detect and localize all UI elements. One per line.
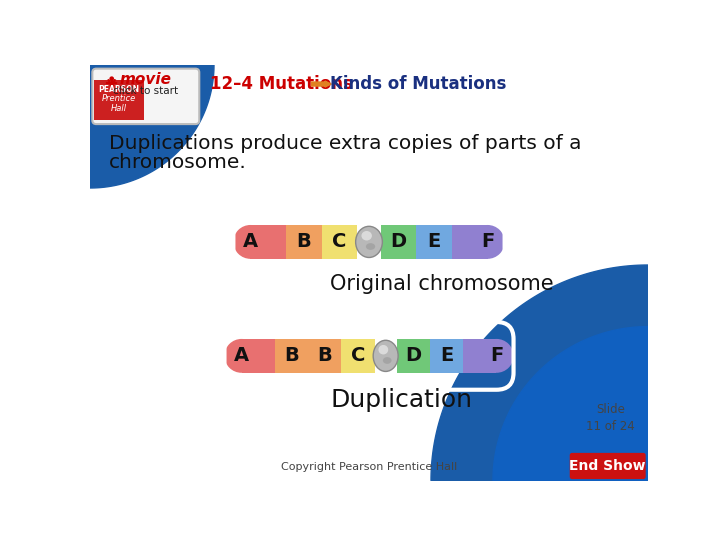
Text: Prentice: Prentice bbox=[102, 94, 136, 103]
FancyBboxPatch shape bbox=[92, 69, 199, 124]
Circle shape bbox=[471, 225, 505, 259]
Text: D: D bbox=[390, 232, 407, 252]
Ellipse shape bbox=[356, 226, 382, 258]
Text: Original chromosome: Original chromosome bbox=[330, 274, 554, 294]
Text: F: F bbox=[490, 346, 503, 366]
Polygon shape bbox=[493, 327, 648, 481]
Ellipse shape bbox=[366, 243, 375, 250]
Text: B: B bbox=[297, 232, 311, 252]
Bar bbox=[452, 225, 487, 259]
Text: B: B bbox=[284, 346, 299, 366]
Bar bbox=[341, 339, 375, 373]
Bar bbox=[286, 225, 322, 259]
Circle shape bbox=[109, 76, 114, 81]
Bar bbox=[381, 225, 416, 259]
Text: Kinds of Mutations: Kinds of Mutations bbox=[330, 75, 507, 93]
FancyArrow shape bbox=[311, 80, 333, 88]
Text: A: A bbox=[234, 346, 249, 366]
Ellipse shape bbox=[361, 231, 372, 240]
Ellipse shape bbox=[379, 345, 388, 354]
Bar bbox=[397, 339, 430, 373]
Bar bbox=[463, 339, 497, 373]
FancyBboxPatch shape bbox=[94, 80, 144, 120]
Text: B: B bbox=[318, 346, 332, 366]
Text: chromosome.: chromosome. bbox=[109, 153, 247, 172]
Bar bbox=[322, 225, 357, 259]
Circle shape bbox=[480, 339, 513, 373]
Bar bbox=[275, 339, 308, 373]
Text: movie: movie bbox=[120, 72, 172, 87]
Text: D: D bbox=[405, 346, 421, 366]
Text: 12–4 Mutations: 12–4 Mutations bbox=[210, 75, 353, 93]
FancyBboxPatch shape bbox=[570, 453, 646, 479]
Circle shape bbox=[233, 225, 267, 259]
Text: E: E bbox=[428, 232, 441, 252]
Text: Copyright Pearson Prentice Hall: Copyright Pearson Prentice Hall bbox=[281, 462, 457, 472]
Text: Hall: Hall bbox=[111, 104, 127, 113]
Text: Slide
11 of 24: Slide 11 of 24 bbox=[586, 403, 635, 433]
Text: E: E bbox=[440, 346, 453, 366]
Ellipse shape bbox=[373, 340, 398, 372]
Text: Duplication: Duplication bbox=[330, 388, 472, 412]
Text: C: C bbox=[351, 346, 365, 366]
Circle shape bbox=[225, 339, 258, 373]
Polygon shape bbox=[90, 65, 214, 188]
Text: End Show: End Show bbox=[570, 459, 646, 473]
Text: A: A bbox=[243, 232, 258, 252]
Text: PEARSON: PEARSON bbox=[98, 85, 139, 94]
Text: click to start: click to start bbox=[113, 86, 179, 96]
Text: C: C bbox=[333, 232, 347, 252]
Text: F: F bbox=[481, 232, 494, 252]
Polygon shape bbox=[431, 265, 648, 481]
Text: Duplications produce extra copies of parts of a: Duplications produce extra copies of par… bbox=[109, 134, 582, 153]
Bar bbox=[241, 339, 275, 373]
Bar bbox=[308, 339, 341, 373]
Ellipse shape bbox=[383, 357, 392, 364]
Bar bbox=[416, 225, 452, 259]
Bar bbox=[430, 339, 463, 373]
Bar bbox=[251, 225, 286, 259]
